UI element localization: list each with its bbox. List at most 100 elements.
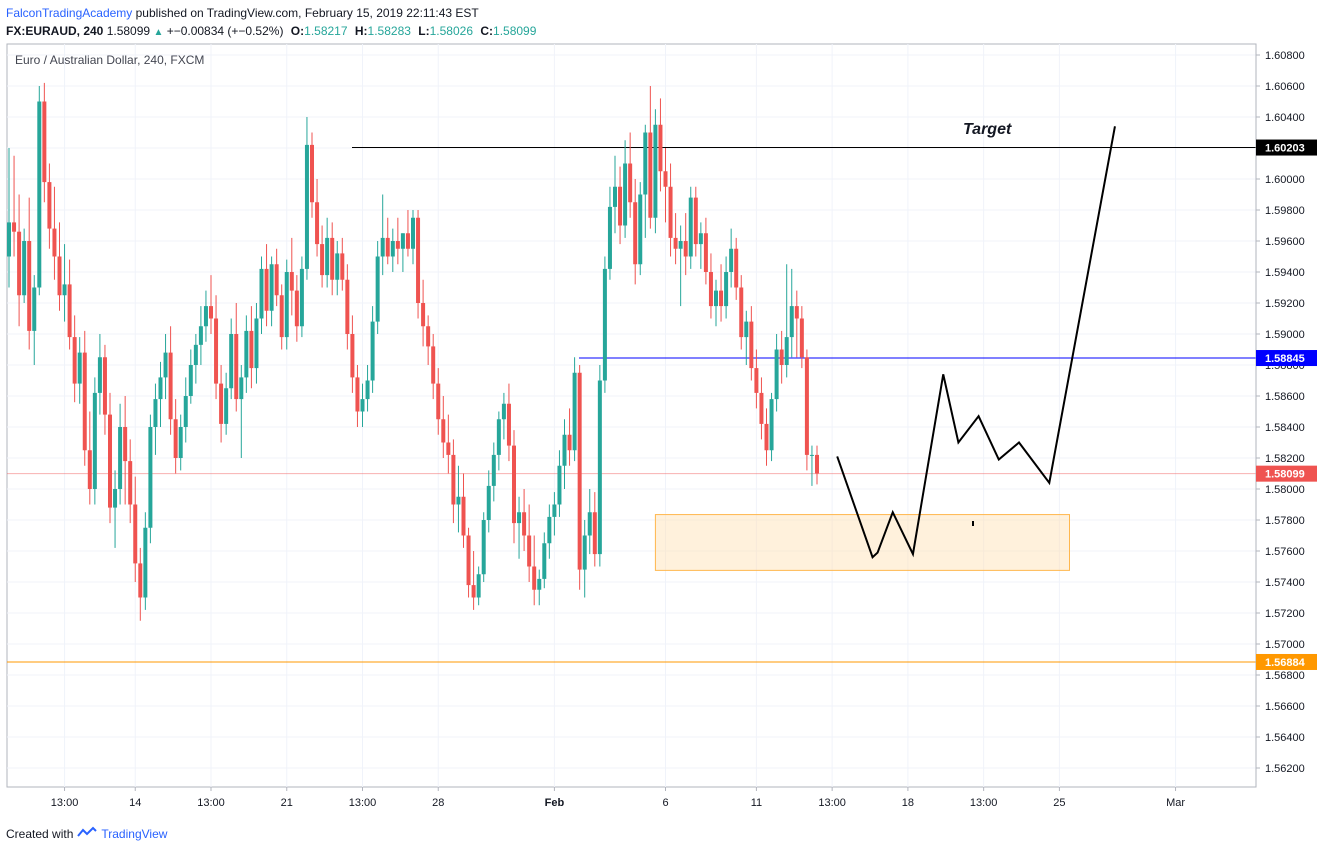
- candle-body: [724, 272, 729, 307]
- candle-body: [714, 290, 718, 307]
- candle-body: [355, 377, 360, 412]
- price-label-text[interactable]: 1.58099: [1265, 469, 1305, 481]
- candle-body: [613, 186, 617, 207]
- candle-body: [92, 392, 97, 489]
- tradingview-logo-icon[interactable]: [77, 826, 98, 842]
- candle-body: [193, 344, 198, 365]
- price-axis[interactable]: 1.608001.606001.604001.602001.600001.598…: [1255, 44, 1317, 787]
- candle-body: [102, 357, 107, 415]
- target-label[interactable]: Target: [963, 121, 1012, 138]
- price-label-box[interactable]: [1256, 653, 1317, 670]
- price-tick-label: 1.60000: [1265, 174, 1305, 186]
- projection-line[interactable]: [836, 126, 1116, 559]
- candle-body: [345, 279, 350, 334]
- candle-body: [673, 237, 678, 249]
- candle-body: [178, 427, 183, 458]
- candle-body: [133, 504, 138, 564]
- ohlc-line: FX:EURAUD, 240 1.58099 ▲ +−0.00834 (+−0.…: [6, 22, 536, 42]
- candle-body: [618, 186, 623, 226]
- time-tick-label: 14: [129, 797, 141, 809]
- candle-body: [7, 222, 11, 257]
- price-tick-label: 1.57200: [1265, 608, 1305, 620]
- time-tick-label: Mar: [1166, 797, 1185, 809]
- candle-body: [87, 450, 92, 489]
- candle-body: [552, 504, 557, 517]
- candle-body: [693, 197, 698, 245]
- candle-body: [143, 527, 148, 598]
- price-tick-label: 1.59600: [1265, 236, 1305, 248]
- tradingview-brand[interactable]: TradingView: [101, 827, 168, 841]
- price-tick-label: 1.58400: [1265, 422, 1305, 434]
- candle-body: [522, 512, 527, 536]
- time-tick-label: 21: [281, 797, 293, 809]
- candle-body: [224, 388, 229, 424]
- candle-body: [294, 290, 299, 327]
- candle-body: [648, 132, 653, 218]
- candle-body: [239, 377, 244, 400]
- price-tick-label: 1.58200: [1265, 453, 1305, 465]
- zone-rect[interactable]: [654, 514, 1071, 571]
- price-tick-label: 1.57800: [1265, 515, 1305, 527]
- candle-body: [557, 465, 562, 505]
- demand-zone[interactable]: [654, 514, 1071, 571]
- candle-body: [395, 241, 400, 249]
- candle-body: [421, 303, 426, 327]
- candle-body: [794, 306, 799, 319]
- horizontal-levels[interactable]: [7, 147, 1256, 663]
- candle-body: [315, 202, 320, 245]
- candle-body: [506, 403, 511, 446]
- candle-body: [289, 272, 294, 291]
- candle-body: [390, 241, 395, 257]
- candle-body: [698, 233, 703, 245]
- candle-body: [658, 124, 663, 172]
- candle-body: [466, 535, 471, 586]
- candle-body: [380, 237, 385, 257]
- price-label-text[interactable]: 1.60203: [1265, 143, 1305, 155]
- symbol-label[interactable]: FX:EURAUD, 240: [6, 24, 104, 38]
- candle-body: [234, 334, 239, 400]
- time-tick-label: 25: [1053, 797, 1065, 809]
- candle-body: [269, 264, 274, 311]
- candle-body: [719, 290, 724, 307]
- candle-body: [411, 217, 415, 249]
- candle-body: [52, 228, 57, 257]
- created-with-text: Created with: [6, 827, 74, 841]
- price-label-text[interactable]: 1.58845: [1265, 353, 1305, 365]
- candle-body: [774, 349, 779, 400]
- price-label-text[interactable]: 1.56884: [1265, 657, 1306, 669]
- candle-body: [501, 403, 506, 420]
- time-tick-label: Feb: [545, 797, 565, 809]
- price-tick-label: 1.60600: [1265, 81, 1305, 93]
- candle-body: [668, 186, 673, 238]
- candle-body: [77, 352, 82, 384]
- price-tick-label: 1.58600: [1265, 391, 1305, 403]
- author-link[interactable]: FalconTradingAcademy: [6, 6, 133, 20]
- candle-body: [325, 237, 330, 276]
- time-axis[interactable]: 13:00 14 13:00 21 13:00 28 Feb 6 11 13:00 18 13:00 2…: [51, 787, 1186, 809]
- candle-body: [375, 256, 380, 322]
- candle-body: [22, 241, 27, 296]
- candle-body: [769, 399, 774, 451]
- candle-body: [57, 256, 62, 296]
- candle-body: [663, 171, 668, 187]
- price-label-box[interactable]: [1256, 139, 1317, 156]
- candle-body: [815, 454, 819, 474]
- candle-body: [82, 352, 87, 451]
- candle-body: [562, 434, 567, 466]
- price-tick-label: 1.60800: [1265, 50, 1305, 62]
- price-tick-label: 1.56400: [1265, 732, 1305, 744]
- candle-body: [113, 489, 118, 508]
- price-tick-label: 1.57600: [1265, 546, 1305, 558]
- projection-path[interactable]: [836, 126, 1116, 559]
- price-label-box[interactable]: [1256, 350, 1317, 367]
- price-tick-label: 1.59200: [1265, 298, 1305, 310]
- candle-body: [153, 399, 158, 427]
- candle-body: [118, 427, 123, 489]
- footer: Created with TradingView: [6, 826, 167, 842]
- price-tick-label: 1.56200: [1265, 763, 1305, 775]
- time-tick-label: 6: [662, 797, 668, 809]
- price-label-box[interactable]: [1256, 465, 1317, 482]
- candle-body: [602, 268, 607, 381]
- candle-body: [623, 163, 628, 226]
